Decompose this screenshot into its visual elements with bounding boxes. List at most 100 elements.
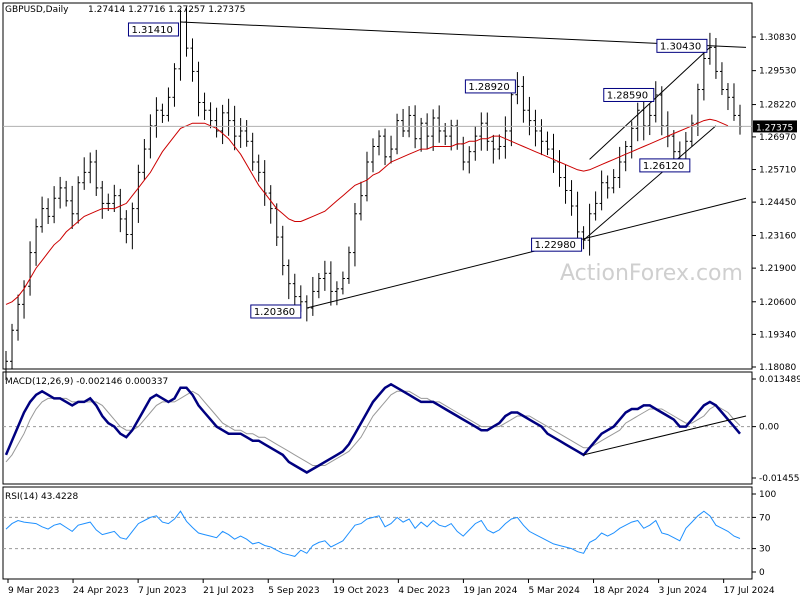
price-bar [425, 113, 430, 149]
price-bar [617, 146, 622, 189]
price-annotation-label: 1.28590 [607, 90, 648, 101]
price-bar [364, 151, 369, 202]
price-bar [346, 246, 351, 284]
price-bar [322, 260, 327, 291]
price-axis-label: 1.23160 [759, 232, 796, 242]
price-bar [76, 176, 81, 224]
price-bar [28, 241, 33, 296]
price-bar [629, 121, 634, 159]
price-bar [569, 180, 574, 216]
price-bar [58, 176, 63, 209]
price-bar [334, 281, 339, 306]
macd-axis-label: 0.00 [759, 423, 779, 433]
price-bar [491, 134, 496, 164]
price-bar [593, 191, 598, 221]
price-bar [196, 61, 201, 117]
price-bar [286, 259, 291, 300]
price-bar [671, 130, 676, 159]
price-bar [160, 103, 165, 123]
price-bar [419, 117, 424, 152]
price-bar [545, 131, 550, 156]
price-bar [262, 160, 267, 206]
price-bar [268, 185, 273, 224]
price-bar [166, 87, 171, 122]
price-annotation-label: 1.30430 [660, 41, 701, 52]
time-axis-label: 5 Sep 2023 [268, 586, 319, 596]
price-bar [575, 191, 580, 245]
rising-support-trendline [306, 197, 747, 309]
price-bar [358, 181, 363, 221]
price-bar [112, 184, 117, 213]
price-annotation: 1.28920 [464, 79, 516, 94]
macd-panel-frame [2, 371, 753, 485]
time-axis-label: 7 Jun 2023 [138, 586, 186, 596]
price-bar [178, 9, 183, 81]
price-bar [142, 139, 147, 180]
price-annotation-label: 1.22980 [535, 240, 576, 251]
price-bar [395, 113, 400, 155]
price-bar [238, 118, 243, 148]
price-annotation-box [127, 22, 179, 37]
price-axis-label: 1.24450 [759, 198, 796, 208]
price-bar [455, 119, 460, 150]
price-bar [244, 120, 249, 147]
price-bar [533, 109, 538, 147]
price-bar [130, 202, 135, 250]
rsi-axis-label: 0 [759, 568, 765, 578]
price-annotation: 1.22980 [531, 237, 583, 252]
price-bar [623, 140, 628, 172]
macd-line [4, 382, 741, 474]
price-annotation: 1.30430 [656, 38, 708, 53]
price-annotation: 1.20360 [250, 304, 302, 319]
price-bar [701, 48, 706, 101]
price-bar [10, 323, 15, 370]
price-bar [389, 135, 394, 164]
price-annotation: 1.26120 [639, 158, 691, 173]
last-price-tag [753, 120, 797, 133]
price-bar [250, 132, 255, 171]
price-bar [509, 84, 514, 147]
time-axis-label: 18 Apr 2024 [594, 586, 650, 596]
last-price-label: 1.27375 [756, 123, 793, 133]
price-bar [280, 225, 285, 276]
price-bar [695, 83, 700, 137]
rsi-axis-label: 100 [759, 490, 776, 500]
macd-signal-line [5, 390, 741, 466]
price-bar [599, 170, 604, 211]
price-bar [563, 164, 568, 204]
price-bar [401, 108, 406, 138]
price-bar [611, 169, 616, 194]
price-bar [731, 83, 736, 121]
price-bar [82, 157, 87, 190]
price-bar [539, 119, 544, 156]
price-bar [467, 146, 472, 174]
time-axis-label: 17 Jul 2024 [724, 586, 775, 596]
price-bar [172, 63, 177, 107]
price-bar [34, 218, 39, 266]
price-bar [94, 149, 99, 196]
channel-upper-line [589, 46, 711, 160]
time-axis-label: 21 Jul 2023 [203, 586, 254, 596]
price-axis-label: 1.26970 [759, 133, 796, 143]
price-bar [635, 102, 640, 142]
price-axis-label: 1.29530 [759, 67, 796, 77]
price-annotation: 1.31410 [127, 22, 179, 37]
channel-lower-line [583, 125, 717, 241]
price-bar [16, 294, 21, 341]
price-axis-label: 1.20600 [759, 298, 796, 308]
price-axis-label: 1.19340 [759, 330, 796, 340]
price-bar [88, 152, 93, 184]
price-bar [725, 83, 730, 111]
price-bar [328, 261, 333, 306]
rsi-axis-label: 30 [759, 545, 771, 555]
macd-axis-label: 0.013489 [759, 375, 800, 385]
price-annotation-box [531, 237, 583, 252]
price-bar [605, 175, 610, 199]
time-axis-label: 5 Mar 2024 [528, 586, 580, 596]
rsi-title: RSI(14) 43.4228 [5, 492, 78, 502]
rsi-panel-frame [2, 486, 753, 580]
time-axis-label: 19 Jan 2024 [463, 586, 517, 596]
price-bar [503, 116, 508, 159]
price-bar [310, 276, 315, 316]
